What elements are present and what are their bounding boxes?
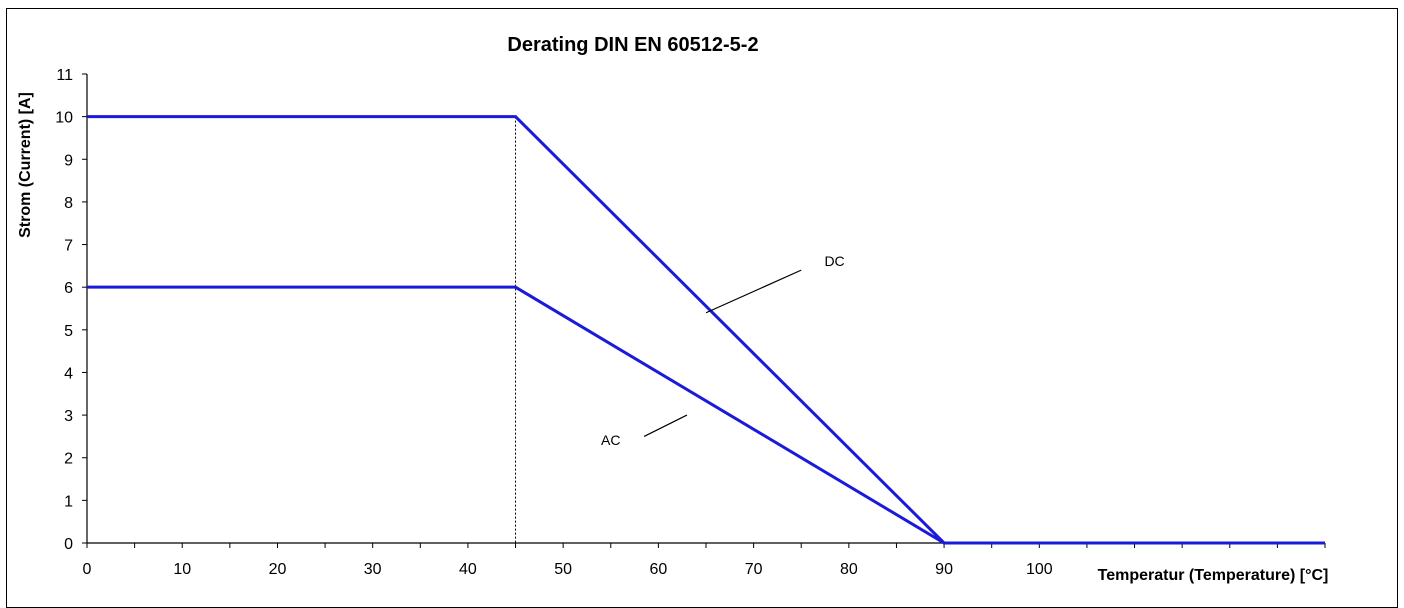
x-tick-label: 10 xyxy=(173,561,191,578)
x-tick-label: 0 xyxy=(83,561,92,578)
annotation-leader xyxy=(643,414,688,437)
series-line xyxy=(87,285,1325,545)
x-tick-label: 40 xyxy=(459,561,477,578)
x-tick-label: 60 xyxy=(649,561,667,578)
series-line xyxy=(87,115,1325,545)
y-tick-label: 5 xyxy=(64,323,73,340)
y-tick-label: 6 xyxy=(64,280,73,297)
x-tick-label: 20 xyxy=(269,561,287,578)
y-tick-label: 3 xyxy=(64,408,73,425)
y-tick-label: 2 xyxy=(64,451,73,468)
series-group xyxy=(87,115,1325,545)
x-tick-label: 70 xyxy=(745,561,763,578)
y-axis-label: Strom (Current) [A] xyxy=(17,92,34,238)
chart-title: Derating DIN EN 60512-5-2 xyxy=(507,34,758,56)
y-tick-label: 4 xyxy=(64,365,73,382)
annotation-label: AC xyxy=(601,432,620,448)
chart-canvas: Derating DIN EN 60512-5-2 Strom (Current… xyxy=(17,34,1329,584)
y-tick-label: 8 xyxy=(64,195,73,212)
x-tick-label: 90 xyxy=(935,561,953,578)
y-tick-label: 0 xyxy=(64,536,73,553)
x-tick-label: 30 xyxy=(364,561,382,578)
x-tick-label: 80 xyxy=(840,561,858,578)
annotation-label: DC xyxy=(824,253,844,269)
x-tick-label: 50 xyxy=(554,561,572,578)
axes-group: 0 1 2 3 4 5 6 7 8 9 10 11 0 10 20 30 40 50 60 70 80 90 100 xyxy=(55,67,1326,578)
y-tick-label: 10 xyxy=(55,110,73,127)
annotations-group: DC AC xyxy=(601,253,845,448)
y-tick-label: 11 xyxy=(56,67,73,84)
y-tick-label: 1 xyxy=(64,493,73,510)
y-tick-label: 7 xyxy=(64,238,73,255)
annotation-leader xyxy=(705,269,802,314)
y-tick-label: 9 xyxy=(64,152,73,169)
x-axis-label: Temperatur (Temperature) [°C] xyxy=(1098,567,1329,584)
x-tick-label: 100 xyxy=(1026,561,1053,578)
